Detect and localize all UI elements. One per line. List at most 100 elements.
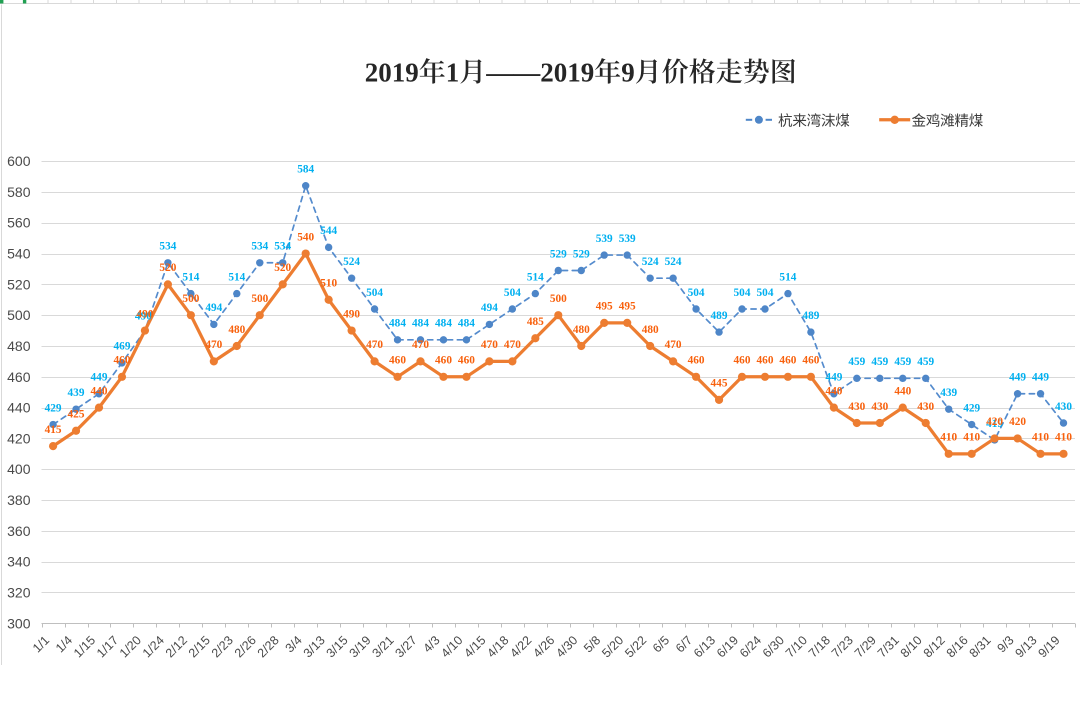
svg-text:440: 440 [91, 385, 108, 397]
svg-text:459: 459 [894, 356, 911, 368]
svg-text:484: 484 [389, 318, 406, 330]
svg-text:494: 494 [481, 302, 498, 314]
svg-text:445: 445 [711, 378, 728, 390]
svg-text:410: 410 [963, 432, 980, 444]
svg-text:495: 495 [596, 301, 613, 313]
svg-text:520: 520 [159, 262, 176, 274]
svg-text:514: 514 [228, 271, 245, 283]
svg-text:494: 494 [205, 302, 222, 314]
svg-text:504: 504 [366, 287, 383, 299]
svg-text:1: 1 [446, 57, 460, 87]
svg-text:440: 440 [825, 385, 842, 397]
svg-text:504: 504 [688, 287, 705, 299]
svg-text:484: 484 [458, 318, 475, 330]
svg-text:495: 495 [619, 301, 636, 313]
svg-text:460: 460 [688, 355, 705, 367]
svg-text:504: 504 [504, 287, 521, 299]
svg-text:470: 470 [366, 339, 383, 351]
svg-text:460: 460 [435, 355, 452, 367]
svg-text:500: 500 [182, 293, 199, 305]
svg-text:504: 504 [757, 287, 774, 299]
svg-text:480: 480 [573, 324, 590, 336]
svg-text:490: 490 [135, 310, 152, 322]
svg-text:469: 469 [114, 341, 131, 353]
svg-text:410: 410 [1032, 432, 1049, 444]
svg-text:580: 580 [7, 184, 31, 200]
svg-text:504: 504 [734, 287, 751, 299]
svg-text:500: 500 [550, 293, 567, 305]
svg-text:534: 534 [274, 241, 291, 253]
svg-text:430: 430 [1055, 401, 1072, 413]
svg-text:534: 534 [159, 241, 176, 253]
svg-text:340: 340 [7, 554, 31, 570]
svg-text:440: 440 [894, 385, 911, 397]
svg-text:524: 524 [642, 256, 659, 268]
svg-text:500: 500 [7, 307, 31, 323]
svg-text:540: 540 [297, 231, 314, 243]
svg-text:480: 480 [642, 324, 659, 336]
svg-text:514: 514 [527, 271, 544, 283]
svg-text:360: 360 [7, 523, 31, 539]
svg-text:539: 539 [596, 233, 613, 245]
svg-text:2019: 2019 [365, 57, 419, 87]
svg-text:320: 320 [7, 585, 31, 601]
svg-text:449: 449 [1009, 372, 1026, 384]
svg-text:420: 420 [1009, 416, 1026, 428]
svg-text:520: 520 [7, 276, 31, 292]
svg-text:490: 490 [136, 308, 153, 320]
svg-text:484: 484 [412, 318, 429, 330]
svg-text:524: 524 [665, 256, 682, 268]
svg-text:460: 460 [802, 355, 819, 367]
svg-text:440: 440 [7, 400, 31, 416]
svg-text:540: 540 [7, 246, 31, 262]
svg-text:539: 539 [619, 233, 636, 245]
svg-text:449: 449 [825, 372, 842, 384]
svg-text:524: 524 [343, 256, 360, 268]
svg-text:430: 430 [917, 401, 934, 413]
svg-text:449: 449 [91, 372, 108, 384]
svg-text:480: 480 [228, 324, 245, 336]
svg-text:9: 9 [621, 57, 635, 87]
svg-text:489: 489 [711, 310, 728, 322]
svg-text:470: 470 [665, 339, 682, 351]
svg-text:420: 420 [986, 416, 1003, 428]
svg-text:529: 529 [573, 248, 590, 260]
svg-text:439: 439 [68, 387, 85, 399]
svg-text:470: 470 [504, 339, 521, 351]
svg-text:460: 460 [779, 355, 796, 367]
svg-text:429: 429 [963, 402, 980, 414]
svg-text:429: 429 [45, 402, 62, 414]
svg-text:500: 500 [251, 293, 268, 305]
svg-text:534: 534 [251, 241, 268, 253]
svg-text:460: 460 [757, 355, 774, 367]
svg-text:439: 439 [940, 387, 957, 399]
svg-text:459: 459 [848, 356, 865, 368]
svg-text:460: 460 [458, 355, 475, 367]
svg-text:514: 514 [182, 271, 199, 283]
svg-text:420: 420 [7, 430, 31, 446]
svg-text:2019: 2019 [540, 57, 594, 87]
svg-text:460: 460 [114, 355, 131, 367]
svg-text:560: 560 [7, 215, 31, 231]
svg-text:400: 400 [7, 461, 31, 477]
svg-text:514: 514 [779, 271, 796, 283]
svg-text:430: 430 [848, 401, 865, 413]
svg-text:584: 584 [297, 164, 314, 176]
svg-text:410: 410 [940, 432, 957, 444]
svg-text:470: 470 [205, 339, 222, 351]
svg-text:484: 484 [435, 318, 452, 330]
svg-text:425: 425 [68, 409, 85, 421]
svg-text:459: 459 [917, 356, 934, 368]
svg-text:430: 430 [871, 401, 888, 413]
svg-text:300: 300 [7, 615, 31, 631]
svg-text:480: 480 [7, 338, 31, 354]
svg-text:415: 415 [45, 424, 62, 436]
svg-text:470: 470 [481, 339, 498, 351]
svg-text:520: 520 [274, 262, 291, 274]
svg-text:460: 460 [389, 355, 406, 367]
svg-text:485: 485 [527, 316, 544, 328]
svg-text:460: 460 [7, 369, 31, 385]
svg-text:529: 529 [550, 248, 567, 260]
svg-text:490: 490 [343, 308, 360, 320]
svg-text:——: —— [485, 57, 541, 87]
